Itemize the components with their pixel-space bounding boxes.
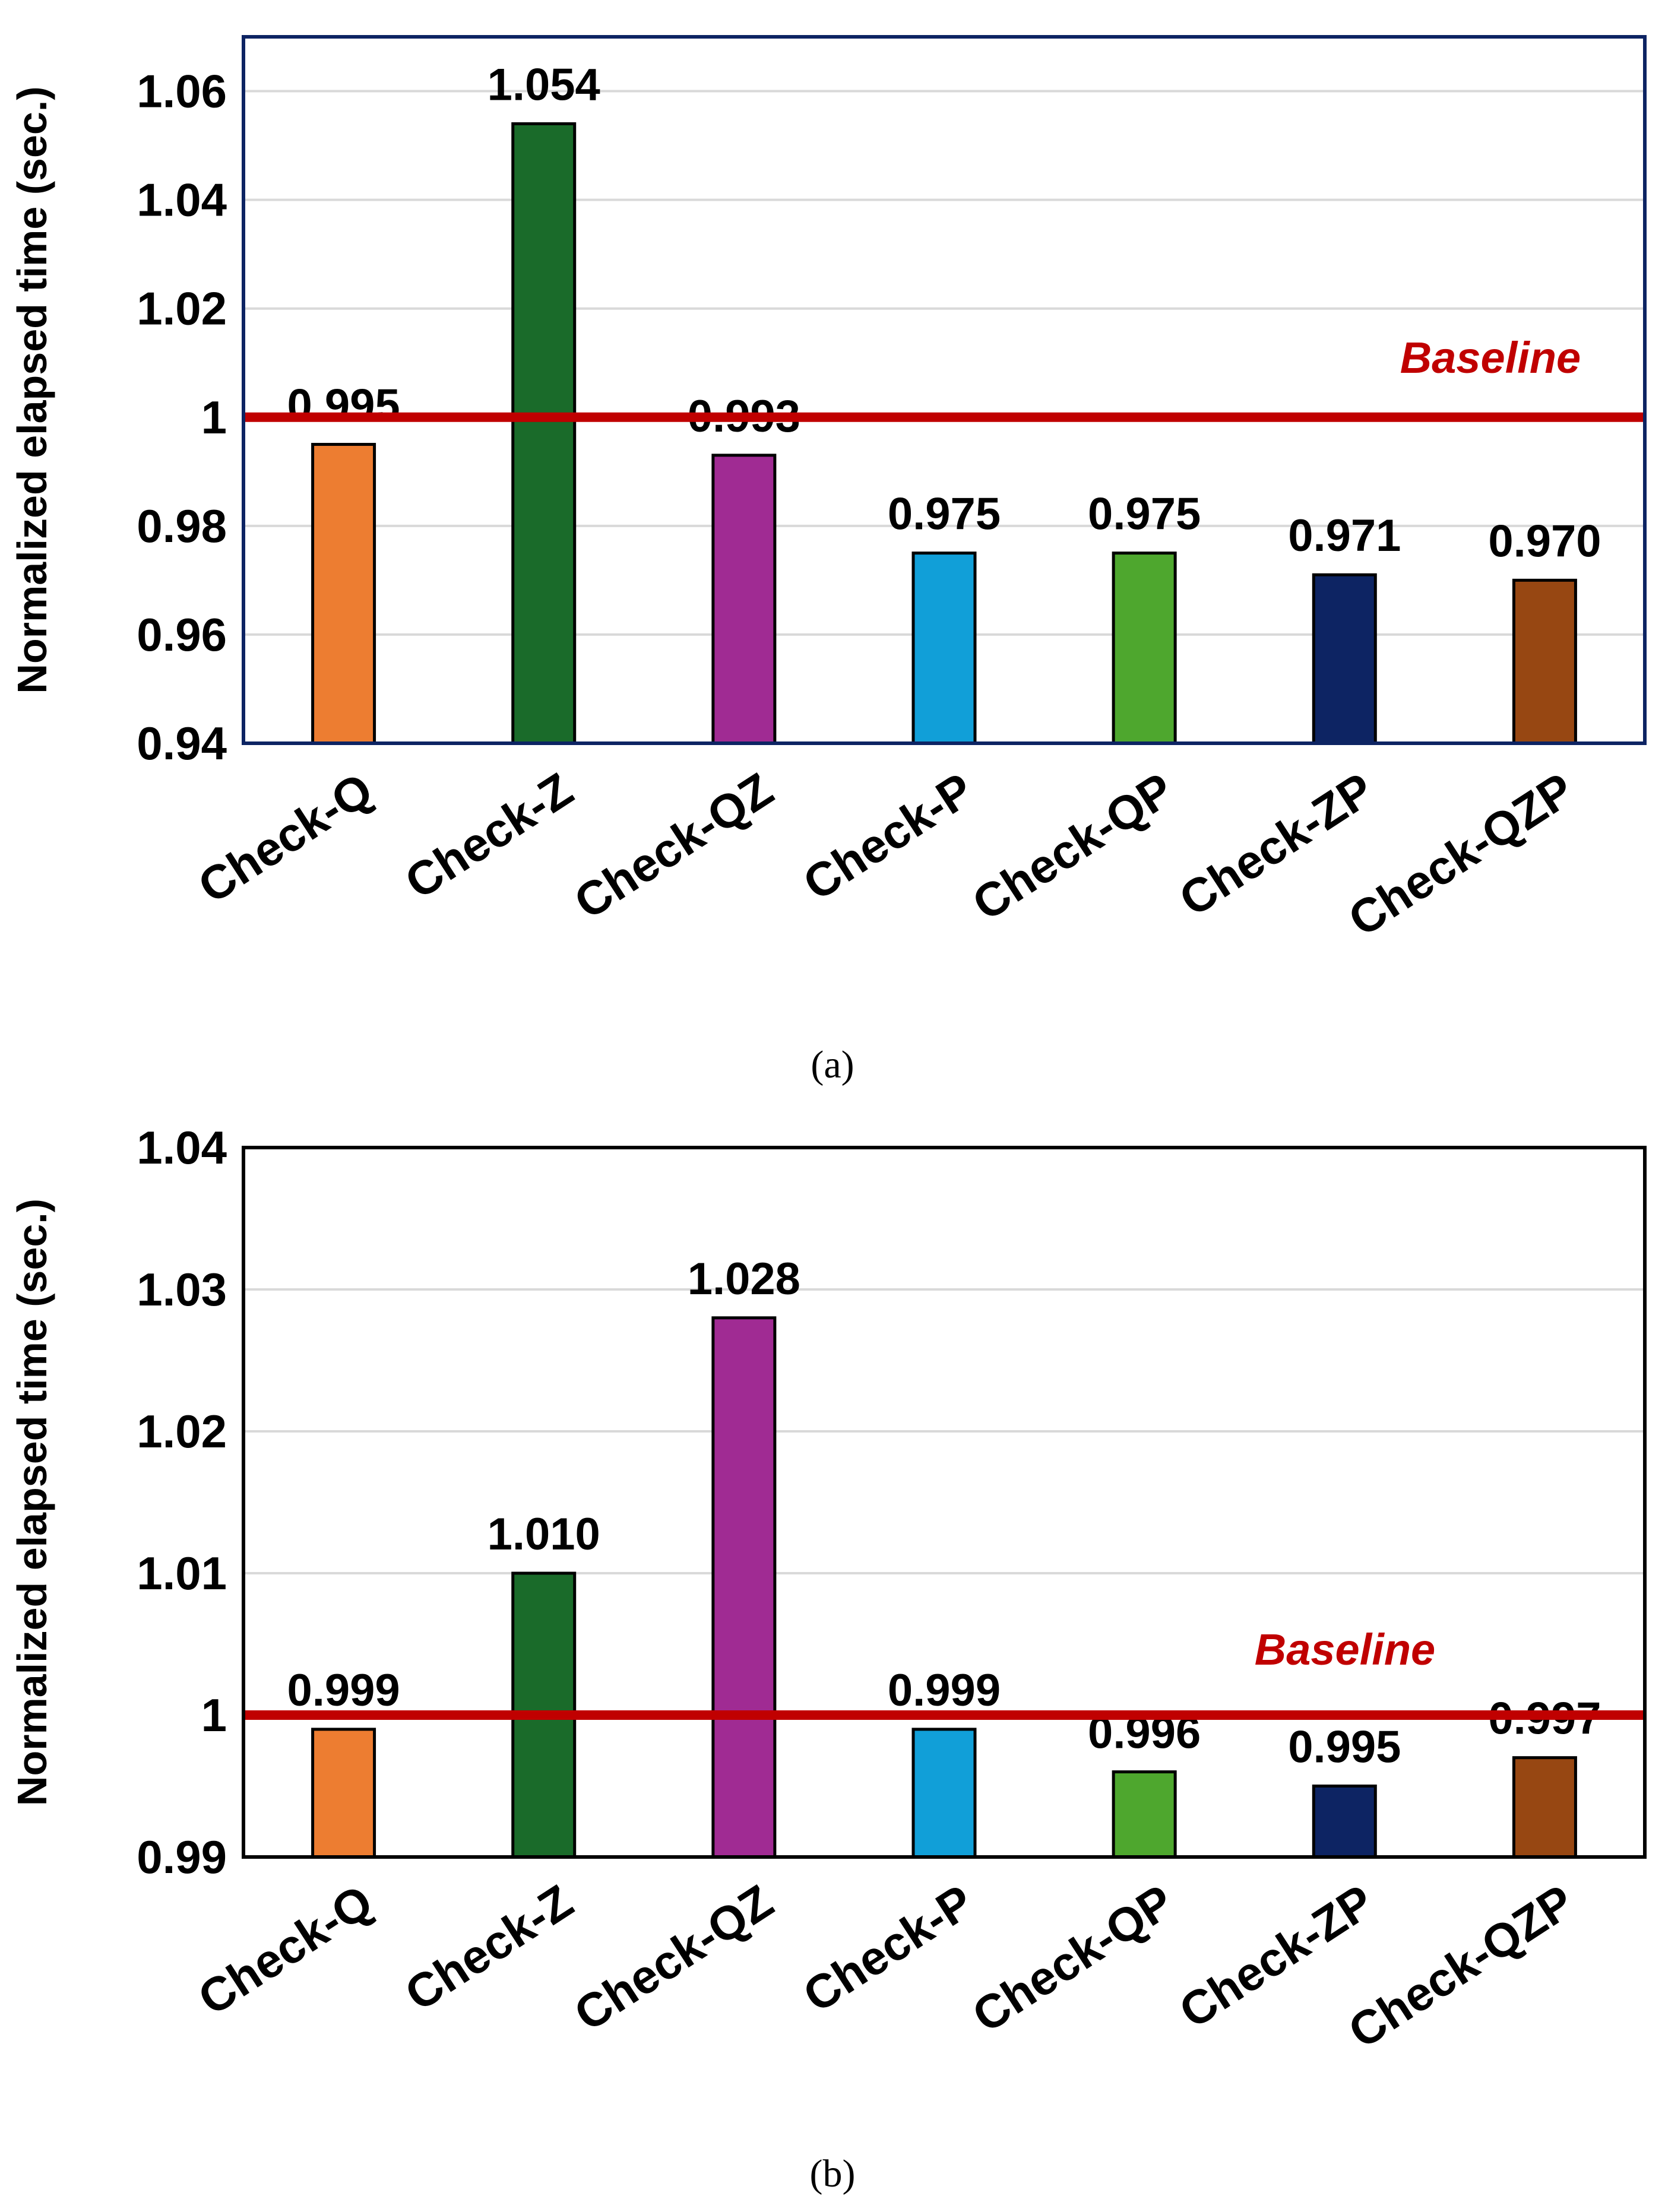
data-label: 0.995 <box>287 381 400 431</box>
x-tick-label: Check-Z <box>396 763 582 909</box>
data-label: 0.970 <box>1488 516 1601 566</box>
bar-check-p <box>911 552 977 745</box>
y-axis-title: Normalized elapsed time (sec.) <box>9 1199 55 1806</box>
y-tick-label: 1.02 <box>137 283 227 335</box>
y-tick-label: 1.03 <box>137 1263 227 1316</box>
figure-caption: (b) <box>810 2152 856 2195</box>
figure-caption: (a) <box>811 1043 854 1086</box>
x-tick-label: Check-Z <box>396 1875 582 2021</box>
bar-check-qz <box>711 1316 777 1859</box>
y-tick-label: 0.94 <box>137 717 227 769</box>
bar-check-q <box>311 443 376 745</box>
bar-check-p <box>911 1728 977 1859</box>
bar-check-z <box>511 122 577 745</box>
x-tick-label: Check-P <box>794 1875 982 2023</box>
y-tick-label: 1.04 <box>137 1121 227 1174</box>
y-tick-label: 1.02 <box>137 1405 227 1457</box>
chart-b: 0.99 1 1.01 1.02 1.03 1.04 Normalized elapsed … <box>9 1121 1647 2195</box>
y-tick-label: 0.96 <box>137 609 227 661</box>
bar-check-qz <box>711 454 777 745</box>
y-tick-label: 1.04 <box>137 174 227 226</box>
data-label: 0.975 <box>888 489 1001 540</box>
plot-frame <box>242 1146 1647 1859</box>
baseline-label: Baseline <box>1255 1625 1435 1674</box>
data-label: 0.995 <box>1288 1722 1401 1773</box>
bar-check-qzp <box>1512 1756 1577 1859</box>
data-label: 0.999 <box>888 1665 1001 1716</box>
y-tick-label: 0.98 <box>137 500 227 552</box>
data-label: 1.028 <box>688 1254 800 1304</box>
y-tick-label: 0.99 <box>137 1831 227 1883</box>
y-tick-label: 1.06 <box>137 65 227 118</box>
x-tick-label: Check-Q <box>189 763 381 914</box>
data-label: 0.999 <box>287 1665 400 1716</box>
data-label: 1.010 <box>488 1509 600 1560</box>
plot-frame <box>242 35 1647 745</box>
bar-check-qzp <box>1512 578 1577 745</box>
data-label: 0.971 <box>1288 511 1401 561</box>
bar-check-q <box>311 1728 376 1859</box>
x-tick-label: Check-QZ <box>565 763 782 929</box>
bar-check-zp <box>1312 573 1377 745</box>
data-label: 1.054 <box>488 59 600 110</box>
x-tick-label: Check-QZP <box>1340 763 1583 947</box>
y-axis-title: Normalized elapsed time (sec.) <box>9 86 55 693</box>
x-tick-label: Check-QP <box>963 763 1182 931</box>
bar-check-zp <box>1312 1785 1377 1859</box>
bar-check-qp <box>1112 552 1177 745</box>
x-tick-label: Check-P <box>794 763 982 911</box>
y-tick-label: 1 <box>201 1689 227 1741</box>
chart-a: 0.94 0.96 0.98 1 1.02 1.04 1.06 Normalized elap… <box>9 35 1647 1086</box>
y-tick-label: 1.01 <box>137 1547 227 1599</box>
x-tick-label: Check-QZ <box>565 1875 782 2041</box>
data-label: 0.975 <box>1088 489 1201 540</box>
x-tick-label: Check-QP <box>963 1875 1182 2043</box>
x-tick-label: Check-Q <box>189 1875 381 2026</box>
baseline-label: Baseline <box>1400 333 1581 382</box>
x-tick-label: Check-QZP <box>1340 1875 1583 2059</box>
y-tick-label: 1 <box>201 391 227 443</box>
bar-check-qp <box>1112 1770 1177 1859</box>
